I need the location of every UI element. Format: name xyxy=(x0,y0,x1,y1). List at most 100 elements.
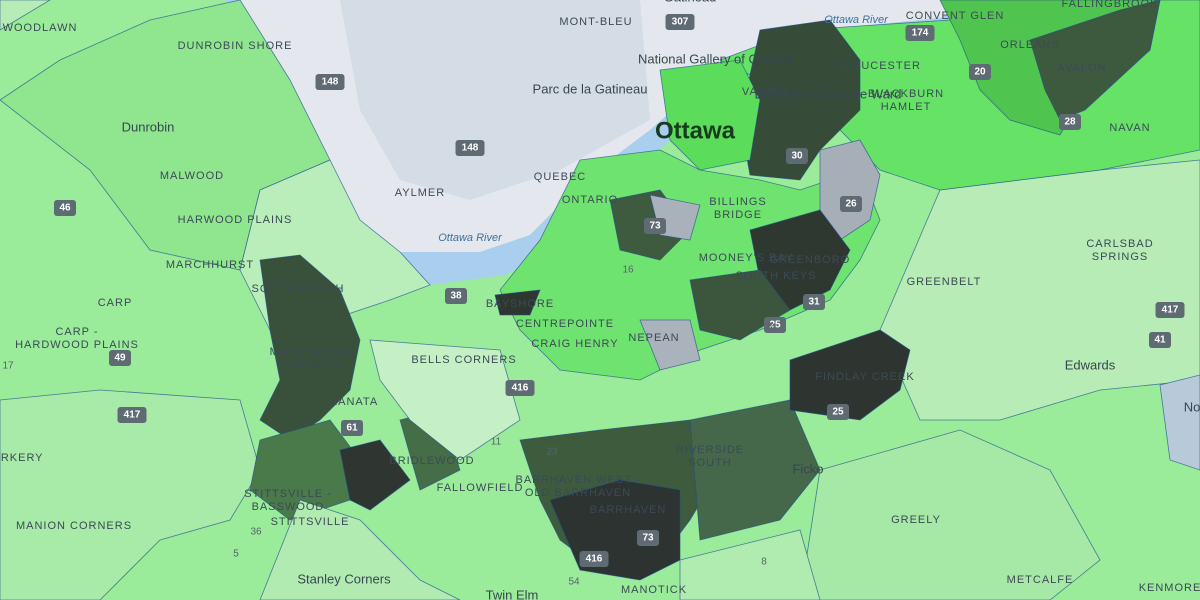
place-label: 16 xyxy=(622,265,634,276)
place-label: FALLINGBROOK xyxy=(1062,0,1159,10)
place-label: NEPEAN xyxy=(628,332,679,344)
region xyxy=(0,0,51,31)
road-shield xyxy=(827,404,849,420)
place-label: Parc de la Gatineau xyxy=(533,81,648,96)
road-shield xyxy=(644,218,666,234)
road-shield xyxy=(665,14,695,30)
place-label: STITTSVILLE xyxy=(271,516,350,528)
place-label: MOONEY'S BAY xyxy=(699,252,794,264)
place-label: MARCHWOOD LAKESIDE xyxy=(270,346,355,371)
road-shield xyxy=(315,74,345,90)
region xyxy=(789,329,911,421)
place-label: CARP -HARDWOOD PLAINS xyxy=(15,326,139,351)
road-shield-label: 31 xyxy=(808,297,820,308)
road-shield-label: 416 xyxy=(512,383,529,394)
road-shield-label: 26 xyxy=(845,199,857,210)
place-label: Ottawa River xyxy=(438,232,503,244)
place-label: ORLEANS xyxy=(1000,39,1060,51)
road-shield xyxy=(1155,302,1185,318)
place-label: BELLS CORNERS xyxy=(411,354,516,366)
road-shield xyxy=(764,317,786,333)
road-shield xyxy=(786,148,808,164)
region xyxy=(799,429,1101,600)
region xyxy=(639,319,701,371)
road-shield xyxy=(54,200,76,216)
place-label: AYLMER xyxy=(395,187,445,199)
road-shield-label: 416 xyxy=(586,554,603,565)
road-shield-label: 148 xyxy=(462,143,479,154)
place-label: MALWOOD xyxy=(160,170,224,182)
place-label: MANION CORNERS xyxy=(16,520,132,532)
region xyxy=(369,339,521,461)
place-label: NAVAN xyxy=(1109,122,1150,134)
place-label: KENMORE xyxy=(1139,582,1200,594)
place-label: 17 xyxy=(2,361,14,372)
place-label: ONTARIO xyxy=(562,194,618,206)
road-shield-label: 73 xyxy=(649,221,661,232)
road-shield xyxy=(341,420,363,436)
region xyxy=(259,254,361,441)
place-label: AVALON xyxy=(1058,62,1107,74)
place-label: 23 xyxy=(546,447,558,458)
place-label: CENTREPOINTE xyxy=(516,318,614,330)
road-shield xyxy=(905,25,935,41)
place-label: ERKERY xyxy=(0,452,44,464)
road-shield xyxy=(579,551,609,567)
region xyxy=(499,149,881,381)
road-shield xyxy=(455,140,485,156)
place-label: Ottawa River xyxy=(824,14,889,26)
road-shield xyxy=(1149,332,1171,348)
place-label: BLACKBURN HAMLET xyxy=(868,88,944,113)
road-shield-label: 307 xyxy=(672,17,689,28)
place-label: Gatineau xyxy=(664,0,717,4)
place-label: BRIDLEWOOD xyxy=(389,455,474,467)
road-shield xyxy=(117,407,147,423)
road-shield-label: 28 xyxy=(1064,117,1076,128)
place-label: WOODLAWN xyxy=(3,22,78,34)
place-label: BARRHAVEN xyxy=(590,504,667,516)
place-label: QUEBEC xyxy=(534,171,586,183)
place-label: RIVERSIDE SOUTH xyxy=(676,444,744,469)
place-label: SOUTH KEYS xyxy=(736,270,817,282)
place-label: BILLINGS BRIDGE xyxy=(709,196,767,221)
region xyxy=(1159,374,1200,471)
place-label: VANIER xyxy=(742,86,788,98)
place-label: Twin Elm xyxy=(486,587,539,600)
place-label: Stanley Corners xyxy=(297,571,391,586)
place-label: GLOUCESTER xyxy=(835,60,921,72)
road-shield-label: 25 xyxy=(832,407,844,418)
place-label: STITTSVILLE -BASSWOOD xyxy=(244,488,332,513)
place-label: KANATA xyxy=(330,396,378,408)
place-label: BARRHAVEN WEST -OLD BARRHAVEN xyxy=(516,474,641,499)
place-label: CONVENT GLEN xyxy=(906,10,1005,22)
place-label: Ottawa xyxy=(655,117,736,144)
road-shield-label: 30 xyxy=(791,151,803,162)
place-label: SOUTH MARCH xyxy=(252,283,345,295)
road-shield-label: 417 xyxy=(1162,305,1179,316)
place-label: 54 xyxy=(568,577,580,588)
road-shield-label: 46 xyxy=(59,203,71,214)
road-shield-label: 49 xyxy=(114,353,126,364)
road-shield xyxy=(803,294,825,310)
road-shield xyxy=(1059,114,1081,130)
place-label: 11 xyxy=(491,437,502,448)
place-label: 5 xyxy=(233,549,239,560)
place-label: HARWOOD PLAINS xyxy=(178,214,293,226)
place-label: CARLSBAD SPRINGS xyxy=(1086,238,1153,263)
region xyxy=(679,529,821,600)
region xyxy=(1029,0,1161,121)
road-shield-label: 25 xyxy=(769,320,781,331)
place-label: Edwards xyxy=(1065,357,1116,372)
place-label: Dunrobin xyxy=(122,119,175,134)
place-label: METCALFE xyxy=(1007,574,1074,586)
place-label: Beacon Hill-Cyrville Ward xyxy=(755,86,902,101)
place-label: No xyxy=(1184,399,1200,414)
place-label: FINDLAY CREEK xyxy=(815,371,914,383)
place-label: CARP xyxy=(98,297,133,309)
road-shield xyxy=(637,530,659,546)
place-label: CRAIG HENRY xyxy=(531,338,618,350)
road-shield xyxy=(505,380,535,396)
place-label: 36 xyxy=(250,527,262,538)
